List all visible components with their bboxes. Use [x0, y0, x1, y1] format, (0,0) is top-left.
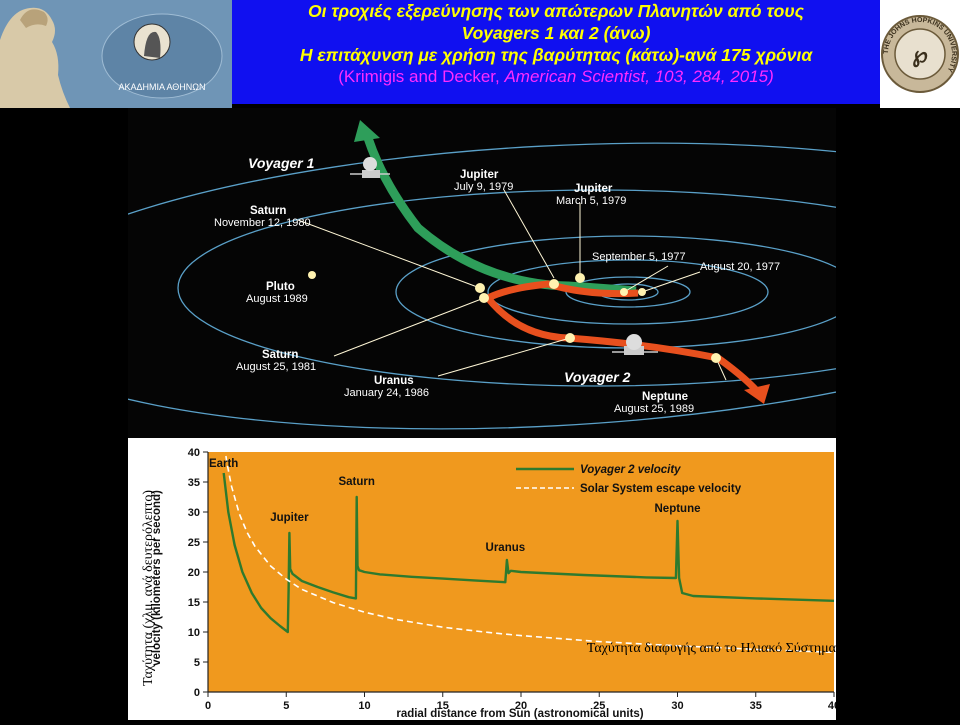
x-tick-label: 30	[671, 700, 683, 712]
title-line-3: Η επιτάχυνση με χρήση της βαρύτητας (κάτ…	[299, 45, 813, 65]
escape-velocity-annotation: Ταχύτητα διαφυγής από το Ηλιακό Σύστημα	[587, 641, 836, 656]
y-tick-label: 30	[188, 507, 200, 519]
voyager2-velocity-line	[222, 472, 834, 634]
pluto-name: Pluto	[266, 281, 295, 293]
planet-label-saturn: Saturn	[338, 476, 374, 488]
september-date: September 5, 1977	[592, 251, 686, 263]
x-tick-label: 0	[205, 700, 211, 712]
pluto-date: August 1989	[246, 293, 308, 305]
voyager2-label: Voyager 2	[564, 369, 631, 385]
planet-orbits	[128, 142, 836, 430]
jupiter-v1-date: July 9, 1979	[454, 181, 513, 193]
saturn-v2-name: Saturn	[262, 349, 298, 361]
citation-authors: (Krimigis and Decker,	[338, 67, 505, 86]
y-axis-label-greek: Ταχύτητα (χλμ. ανά δευτερόλεπτο)	[141, 490, 156, 686]
trajectory-map-graphic: Voyager 1 Voyager 2 Jupiter July 9, 1979…	[128, 120, 836, 430]
header: ΑΚΑΔΗΜΙΑ ΑΘΗΝΩΝ Οι τροχιές εξερεύνησης τ…	[0, 0, 960, 108]
y-tick-label: 0	[194, 687, 200, 699]
voyager1-arrowhead	[354, 120, 380, 142]
velocity-chart-graphic: 0 5 10 15 20 25 30 35 40 0 5 10 15 20 25 30 35 40 Earth Ju…	[141, 447, 840, 720]
uranus-date: January 24, 1986	[344, 387, 429, 399]
jhu-seal-graphic: THE JOHNS HOPKINS UNIVERSITY ℘	[881, 15, 959, 93]
jupiter-v1-name: Jupiter	[460, 169, 499, 181]
axes: 0 5 10 15 20 25 30 35 40 0 5 10 15 20 25 30 35 40	[188, 447, 840, 712]
academy-logo-text: ΑΚΑΔΗΜΙΑ ΑΘΗΝΩΝ	[118, 82, 205, 92]
x-tick-label: 35	[750, 700, 762, 712]
escape-velocity-line	[224, 452, 834, 654]
planet-labels: Earth Jupiter Saturn Uranus Neptune	[209, 458, 701, 554]
y-tick-label: 20	[188, 567, 200, 579]
y-tick-label: 5	[194, 657, 200, 669]
legend-label-escape: Solar System escape velocity	[580, 483, 742, 495]
leader-lines	[297, 189, 727, 381]
jupiter-v2-name: Jupiter	[574, 183, 613, 195]
planet-label-jupiter: Jupiter	[270, 512, 309, 524]
y-axis-label: velocity (kilometers per second)	[151, 490, 163, 666]
planet-label-neptune: Neptune	[655, 503, 701, 515]
planet-markers	[308, 271, 721, 363]
legend-label-voyager2: Voyager 2 velocity	[580, 464, 681, 476]
academy-logo-graphic: ΑΚΑΔΗΜΙΑ ΑΘΗΝΩΝ	[0, 0, 232, 108]
academy-of-athens-logo: ΑΚΑΔΗΜΙΑ ΑΘΗΝΩΝ	[0, 0, 232, 108]
johns-hopkins-seal: THE JOHNS HOPKINS UNIVERSITY ℘	[880, 0, 960, 108]
x-axis-label: radial distance from Sun (astronomical u…	[396, 708, 643, 720]
title-line-1: Οι τροχιές εξερεύνησης των απώτερων Πλαν…	[307, 1, 804, 21]
trajectory-map: Voyager 1 Voyager 2 Jupiter July 9, 1979…	[128, 108, 836, 438]
neptune-date: August 25, 1989	[614, 403, 694, 415]
x-tick-label: 40	[828, 700, 836, 712]
x-tick-label: 5	[283, 700, 289, 712]
citation: (Krimigis and Decker, American Scientist…	[232, 66, 880, 88]
x-tick-label: 25	[593, 700, 605, 712]
voyager1-trajectory	[363, 136, 637, 296]
title-block: Οι τροχιές εξερεύνησης των απώτερων Πλαν…	[232, 0, 880, 104]
saturn-v1-name: Saturn	[250, 205, 286, 217]
citation-journal: American Scientist, 103, 284, 2015)	[504, 67, 774, 86]
voyager2-arrowhead	[744, 384, 770, 404]
planet-label-earth: Earth	[209, 458, 238, 470]
august-date: August 20, 1977	[700, 261, 780, 273]
velocity-chart: 0 5 10 15 20 25 30 35 40 0 5 10 15 20 25 30 35 40 Earth Ju…	[128, 438, 840, 720]
planet-label-uranus: Uranus	[486, 542, 526, 554]
voyager2-spacecraft-icon	[612, 334, 658, 355]
title-line-2: Voyagers 1 και 2 (άνω)	[461, 23, 651, 43]
jupiter-v2-date: March 5, 1979	[556, 195, 626, 207]
x-tick-label: 20	[515, 700, 527, 712]
y-tick-label: 25	[188, 537, 200, 549]
x-tick-label: 15	[437, 700, 449, 712]
x-tick-label: 10	[358, 700, 370, 712]
uranus-name: Uranus	[374, 375, 414, 387]
svg-text:℘: ℘	[912, 42, 927, 68]
neptune-name: Neptune	[642, 391, 688, 403]
y-tick-label: 10	[188, 627, 200, 639]
saturn-v2-date: August 25, 1981	[236, 361, 316, 373]
series-layer	[222, 452, 834, 654]
voyager1-label: Voyager 1	[248, 155, 315, 171]
y-tick-label: 15	[188, 597, 200, 609]
chart-legend: Voyager 2 velocity Solar System escape v…	[516, 464, 742, 495]
voyager1-spacecraft-icon	[350, 157, 390, 178]
y-tick-label: 40	[188, 447, 200, 459]
saturn-v1-date: November 12, 1980	[214, 217, 311, 229]
y-tick-label: 35	[188, 477, 200, 489]
